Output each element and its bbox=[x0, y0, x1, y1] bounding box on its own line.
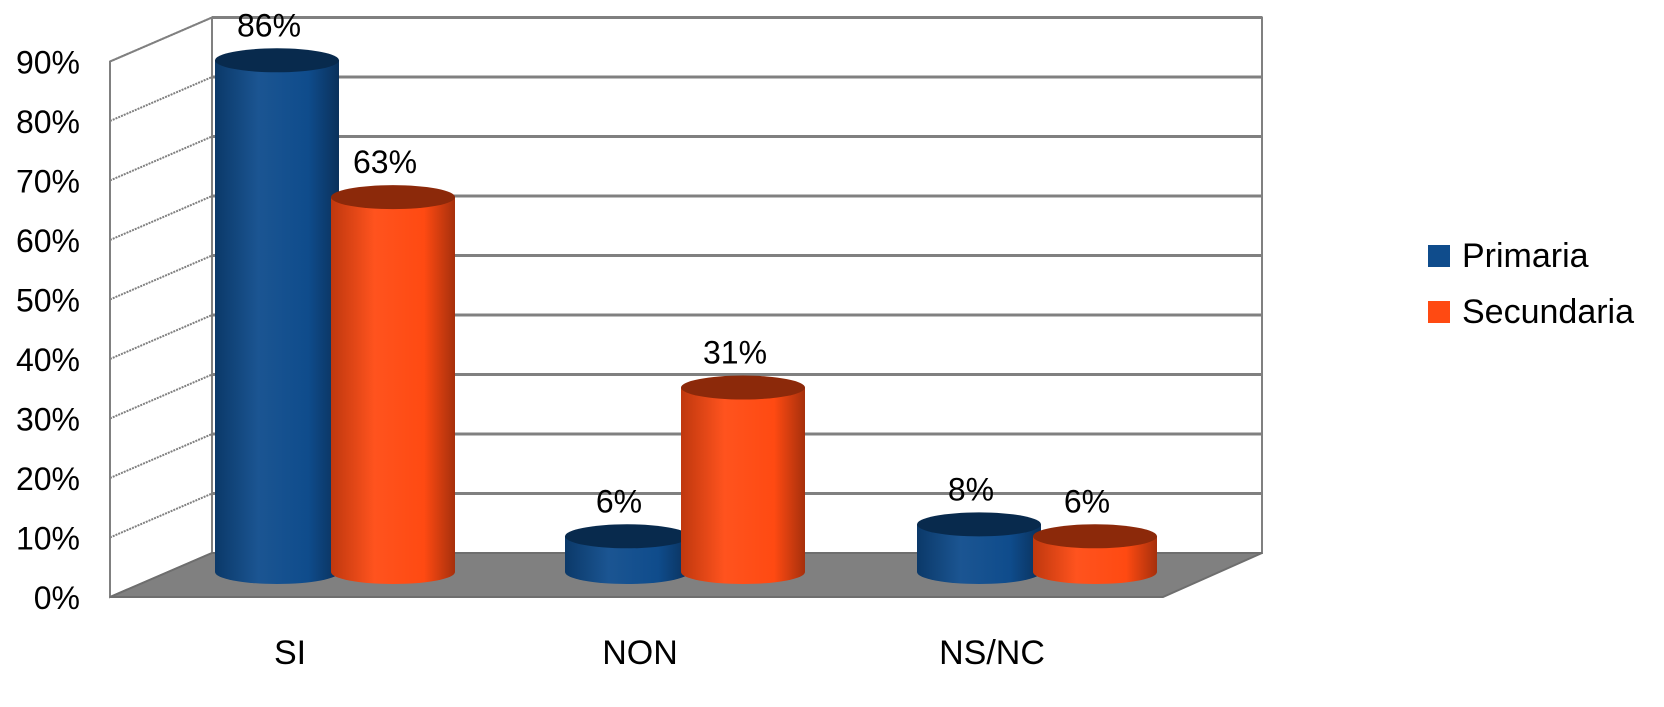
bar-body bbox=[917, 524, 1041, 584]
bar-top bbox=[331, 185, 455, 210]
gridline-side bbox=[109, 195, 213, 241]
y-tick-label: 40% bbox=[16, 342, 80, 378]
y-tick-label: 70% bbox=[16, 164, 80, 200]
y-tick-label: 90% bbox=[16, 45, 80, 81]
bar-top bbox=[1033, 524, 1157, 549]
y-tick-label: 60% bbox=[16, 223, 80, 259]
bar-secundaria-si bbox=[331, 185, 455, 584]
data-label: 86% bbox=[237, 7, 301, 43]
bar-body bbox=[565, 536, 689, 584]
bar-body bbox=[215, 60, 339, 585]
gridline-side bbox=[109, 433, 213, 479]
bar-secundaria-non bbox=[681, 375, 805, 584]
x-tick-label: NS/NC bbox=[939, 634, 1045, 672]
legend-swatch-secundaria bbox=[1428, 301, 1450, 323]
gridline-side bbox=[109, 254, 213, 301]
data-label: 63% bbox=[353, 144, 417, 180]
bar-top bbox=[681, 375, 805, 400]
y-tick-label: 80% bbox=[16, 104, 80, 140]
legend: Primaria Secundaria bbox=[1428, 228, 1634, 340]
x-tick-label: SI bbox=[274, 634, 306, 672]
bar-secundaria-nsnc bbox=[1033, 524, 1157, 584]
x-tick-label: NON bbox=[602, 634, 678, 672]
bar-body bbox=[331, 197, 455, 584]
legend-item-primaria: Primaria bbox=[1428, 228, 1634, 284]
gridline-side bbox=[109, 373, 213, 420]
bar-top bbox=[215, 48, 339, 73]
bar-primaria-si bbox=[215, 48, 339, 585]
y-tick-label: 30% bbox=[16, 402, 80, 438]
bar-primaria-nsnc bbox=[917, 512, 1041, 584]
y-tick-label: 10% bbox=[16, 521, 80, 557]
gridline-side bbox=[109, 492, 213, 539]
data-label: 31% bbox=[703, 335, 767, 371]
y-tick-label: 0% bbox=[34, 580, 80, 616]
legend-label-secundaria: Secundaria bbox=[1462, 292, 1635, 331]
bar-body bbox=[1033, 536, 1157, 584]
legend-label-primaria: Primaria bbox=[1462, 236, 1589, 275]
gridline-side bbox=[109, 76, 213, 122]
gridline-side bbox=[109, 314, 213, 360]
data-label: 8% bbox=[948, 471, 994, 507]
legend-item-secundaria: Secundaria bbox=[1428, 284, 1634, 340]
bar-body bbox=[681, 387, 805, 584]
y-tick-label: 20% bbox=[16, 461, 80, 497]
gridline-side bbox=[109, 135, 213, 182]
data-label: 6% bbox=[596, 483, 642, 519]
gridline-side bbox=[109, 16, 213, 63]
side-wall bbox=[109, 15, 213, 599]
data-label: 6% bbox=[1064, 483, 1110, 519]
bar-primaria-non bbox=[565, 524, 689, 584]
bar-top bbox=[565, 524, 689, 549]
legend-swatch-primaria bbox=[1428, 245, 1450, 267]
bar-top bbox=[917, 512, 1041, 537]
y-tick-label: 50% bbox=[16, 283, 80, 319]
